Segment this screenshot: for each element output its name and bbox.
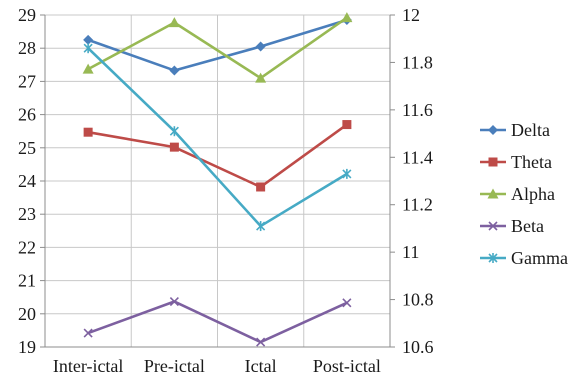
left-tick-label: 21 xyxy=(18,271,36,291)
series-line-alpha xyxy=(87,16,348,80)
right-tick-label: 10.8 xyxy=(402,290,434,310)
legend-marker xyxy=(488,221,498,231)
data-point-gamma xyxy=(169,126,179,137)
legend: Delta Theta Alpha Beta Gamma xyxy=(480,120,568,268)
legend-label: Gamma xyxy=(511,248,568,268)
data-point-alpha xyxy=(168,17,180,28)
x-tick-label: Ictal xyxy=(245,356,277,376)
legend-marker xyxy=(487,188,499,199)
data-point-beta xyxy=(169,296,179,307)
data-point-theta xyxy=(256,182,266,192)
x-axis-ticks: Inter-ictal Pre-ictal Ictal Post-ictal xyxy=(53,356,381,376)
data-point-beta xyxy=(83,328,93,338)
data-point-beta xyxy=(342,298,352,308)
legend-item-theta: Theta xyxy=(480,152,552,172)
series xyxy=(82,12,353,347)
left-tick-label: 19 xyxy=(18,337,36,357)
series-theta xyxy=(83,120,352,192)
series-line-gamma xyxy=(87,47,348,228)
left-tick-label: 23 xyxy=(18,204,36,224)
right-tick-label: 11.8 xyxy=(402,52,433,72)
data-point-delta xyxy=(83,34,94,45)
x-tick-label: Post-ictal xyxy=(313,356,381,376)
series-line-beta xyxy=(87,300,348,344)
series-line-delta xyxy=(87,18,348,72)
legend-marker xyxy=(488,157,498,167)
left-tick-label: 25 xyxy=(18,138,36,158)
data-point-alpha xyxy=(255,72,267,83)
data-point-gamma xyxy=(256,221,266,232)
legend-item-delta: Delta xyxy=(480,120,550,140)
data-point-gamma xyxy=(342,168,352,179)
series-alpha xyxy=(82,12,353,83)
legend-label: Alpha xyxy=(511,184,555,204)
legend-label: Delta xyxy=(511,120,550,140)
right-axis-ticks: 10.6 10.8 11 11.2 11.4 11.6 11.8 12 xyxy=(390,5,434,357)
x-tick-label: Pre-ictal xyxy=(144,356,205,376)
legend-item-beta: Beta xyxy=(480,216,544,236)
x-tick-label: Inter-ictal xyxy=(53,356,124,376)
right-tick-label: 11.2 xyxy=(402,195,433,215)
left-axis-ticks: 19 20 21 22 23 24 25 26 27 28 29 xyxy=(18,5,45,357)
left-tick-label: 29 xyxy=(18,5,36,25)
legend-label: Beta xyxy=(511,216,544,236)
data-point-beta xyxy=(256,337,266,347)
data-point-theta xyxy=(342,120,352,130)
data-point-gamma xyxy=(83,43,93,54)
data-point-alpha xyxy=(341,12,353,23)
left-tick-label: 24 xyxy=(18,171,36,191)
legend-item-gamma: Gamma xyxy=(480,248,568,268)
left-tick-label: 26 xyxy=(18,105,36,125)
right-tick-label: 12 xyxy=(402,5,420,25)
right-tick-label: 11 xyxy=(402,242,419,262)
series-gamma xyxy=(83,43,352,232)
right-tick-label: 10.6 xyxy=(402,337,434,357)
left-tick-label: 28 xyxy=(18,38,36,58)
left-tick-label: 27 xyxy=(18,71,36,91)
left-tick-label: 22 xyxy=(18,237,36,257)
data-point-theta xyxy=(83,127,93,137)
right-tick-label: 11.6 xyxy=(402,100,433,120)
legend-label: Theta xyxy=(511,152,552,172)
data-point-delta xyxy=(255,41,266,52)
data-point-alpha xyxy=(82,63,94,74)
right-tick-label: 11.4 xyxy=(402,147,433,167)
series-beta xyxy=(83,296,352,347)
series-line-theta xyxy=(87,123,348,189)
data-point-theta xyxy=(169,142,179,152)
data-point-delta xyxy=(169,65,180,76)
left-tick-label: 20 xyxy=(18,304,36,324)
legend-marker xyxy=(488,125,498,135)
legend-item-alpha: Alpha xyxy=(480,184,555,204)
legend-marker xyxy=(488,253,498,263)
